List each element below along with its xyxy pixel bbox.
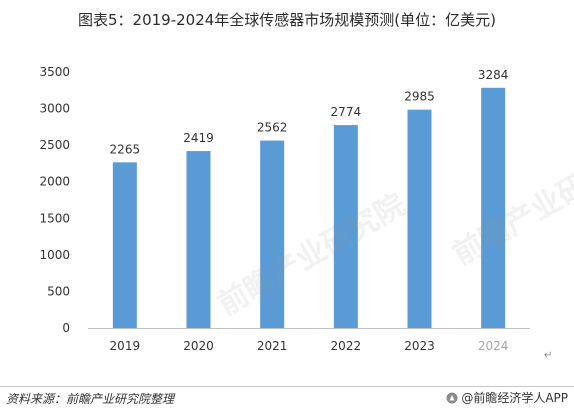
bar-chart: 0 500 1000 1500 2000 2500 3000 3500 2265 2419 256… — [39, 65, 530, 353]
x-tick-label-2020: 2020 — [183, 339, 214, 353]
brand-logo-icon — [446, 392, 458, 403]
chart-title: 图表5：2019-2024年全球传感器市场规模预测(单位：亿美元) — [77, 11, 496, 29]
brand-text: @前瞻经济学人APP — [461, 391, 568, 405]
y-tick-label: 500 — [47, 284, 70, 298]
value-label-2021: 2562 — [257, 121, 288, 135]
value-label-2024: 3284 — [478, 68, 509, 82]
value-label-2020: 2419 — [183, 131, 214, 145]
y-axis: 0 500 1000 1500 2000 2500 3000 3500 — [39, 65, 70, 335]
footer-divider — [0, 386, 574, 387]
bar-2021 — [260, 140, 285, 328]
y-tick-label: 3000 — [39, 102, 70, 116]
y-tick-label: 0 — [62, 321, 70, 335]
bar-2024 — [481, 87, 506, 328]
y-tick-label: 1500 — [39, 211, 70, 225]
x-axis: 2019 2020 2021 2022 2023 2024 — [88, 328, 530, 353]
source-note: 资料来源：前瞻产业研究院整理 — [6, 392, 175, 406]
bar-2019 — [112, 162, 137, 328]
x-tick-label-2024: 2024 — [478, 339, 509, 353]
y-tick-label: 3500 — [39, 65, 70, 79]
value-labels: 2265 2419 2562 2774 2985 3284 — [110, 68, 509, 157]
y-tick-label: 2000 — [39, 175, 70, 189]
x-tick-label-2019: 2019 — [110, 339, 141, 353]
bars — [112, 87, 506, 328]
return-mark: ↵ — [544, 350, 553, 361]
brand-credit: @前瞻经济学人APP — [446, 389, 568, 406]
y-tick-label: 1000 — [39, 248, 70, 262]
value-label-2022: 2774 — [331, 105, 362, 119]
bar-2020 — [186, 151, 211, 328]
value-label-2023: 2985 — [404, 90, 435, 104]
y-tick-label: 2500 — [39, 138, 70, 152]
value-label-2019: 2265 — [110, 142, 141, 156]
bar-2022 — [333, 125, 358, 328]
x-tick-label-2022: 2022 — [331, 339, 362, 353]
x-tick-label-2021: 2021 — [257, 339, 288, 353]
bar-2023 — [407, 109, 432, 328]
x-tick-label-2023: 2023 — [404, 339, 435, 353]
